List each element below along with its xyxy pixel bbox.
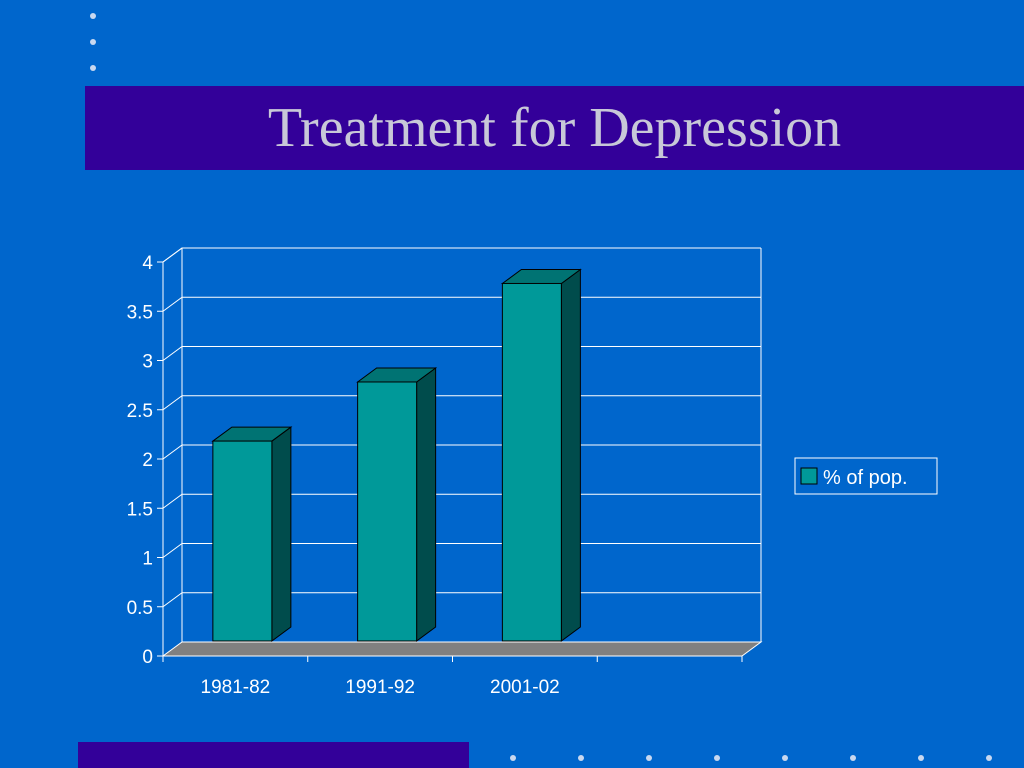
gridline [162,247,761,263]
legend-box [794,457,938,495]
decor-dot [90,39,96,45]
y-tick-label: 2 [142,450,153,471]
y-tick-label: 4 [142,253,153,274]
decor-dot [986,755,992,761]
slide-title: Treatment for Depression [267,97,842,159]
y-tick-label: 3.5 [127,302,153,323]
x-tick-label: 1991-92 [345,677,415,698]
footer-bar [78,742,469,768]
bar [212,440,273,642]
y-tick-label: 2.5 [127,401,153,422]
decor-dot [918,755,924,761]
gridline [162,296,761,312]
y-tick-label: 0.5 [127,598,153,619]
decor-dot [90,65,96,71]
gridline [162,395,761,411]
x-tick-label: 1981-82 [201,677,271,698]
chart-floor [161,641,763,657]
decor-dot [850,755,856,761]
bar [501,282,562,642]
decor-dot [510,755,516,761]
y-tick-label: 0 [142,647,153,668]
decor-dot [782,755,788,761]
y-tick-label: 1 [142,549,153,570]
decor-dot [714,755,720,761]
decor-dot [90,13,96,19]
bar [357,381,418,642]
decor-dot [646,755,652,761]
gridline [162,346,761,361]
bar-side [560,268,581,642]
bar-side [271,426,292,642]
legend-label: % of pop. [823,467,908,489]
y-tick-label: 3 [142,352,153,373]
bar-side [416,366,437,642]
legend-swatch [800,467,818,485]
y-tick-label: 1.5 [127,499,153,520]
x-tick-label: 2001-02 [490,677,560,698]
decor-dot [578,755,584,761]
title-bar: Treatment for Depression [85,86,1024,170]
